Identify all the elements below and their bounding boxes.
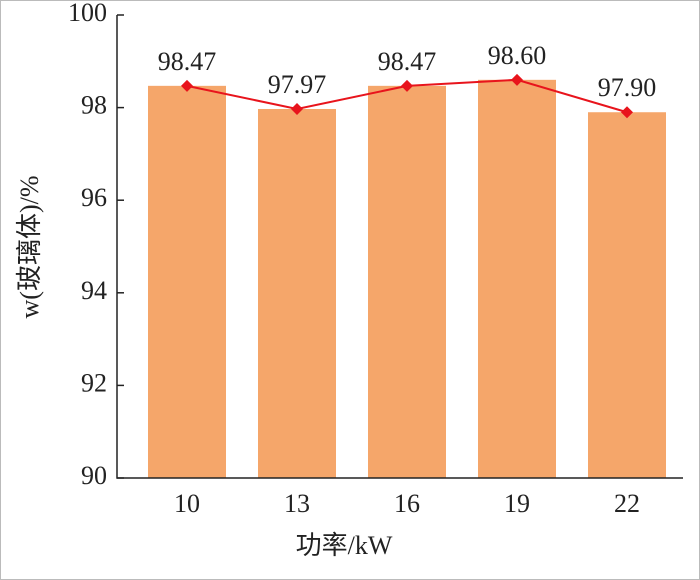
bar <box>368 85 446 479</box>
axis-frame <box>116 15 683 479</box>
x-tick-label: 16 <box>394 489 420 518</box>
y-tick-label: 94 <box>81 276 107 305</box>
x-axis-label: 功率/kW <box>296 531 393 560</box>
x-tick-label: 13 <box>284 489 310 518</box>
bar <box>478 79 556 478</box>
y-tick-label: 90 <box>81 461 107 490</box>
line-marker <box>621 106 633 119</box>
data-label: 98.60 <box>488 41 547 70</box>
data-label: 98.47 <box>378 47 437 76</box>
y-tick-label: 92 <box>81 368 107 397</box>
line-marker <box>291 102 303 115</box>
data-label: 97.97 <box>268 70 327 99</box>
line-marker <box>181 79 193 92</box>
bar <box>588 112 666 478</box>
y-tick-label: 96 <box>81 183 107 212</box>
y-tick-label: 100 <box>68 0 107 27</box>
y-tick-label: 98 <box>81 91 107 120</box>
x-tick-label: 10 <box>174 489 200 518</box>
line-marker <box>511 73 523 86</box>
x-tick-label: 19 <box>504 489 530 518</box>
line-marker <box>401 79 413 92</box>
bar <box>258 108 336 478</box>
x-tick-label: 22 <box>614 489 640 518</box>
data-label: 97.90 <box>598 73 657 102</box>
data-label: 98.47 <box>158 47 217 76</box>
y-axis-label: w(玻璃体)/% <box>15 176 44 319</box>
bar <box>148 85 226 479</box>
